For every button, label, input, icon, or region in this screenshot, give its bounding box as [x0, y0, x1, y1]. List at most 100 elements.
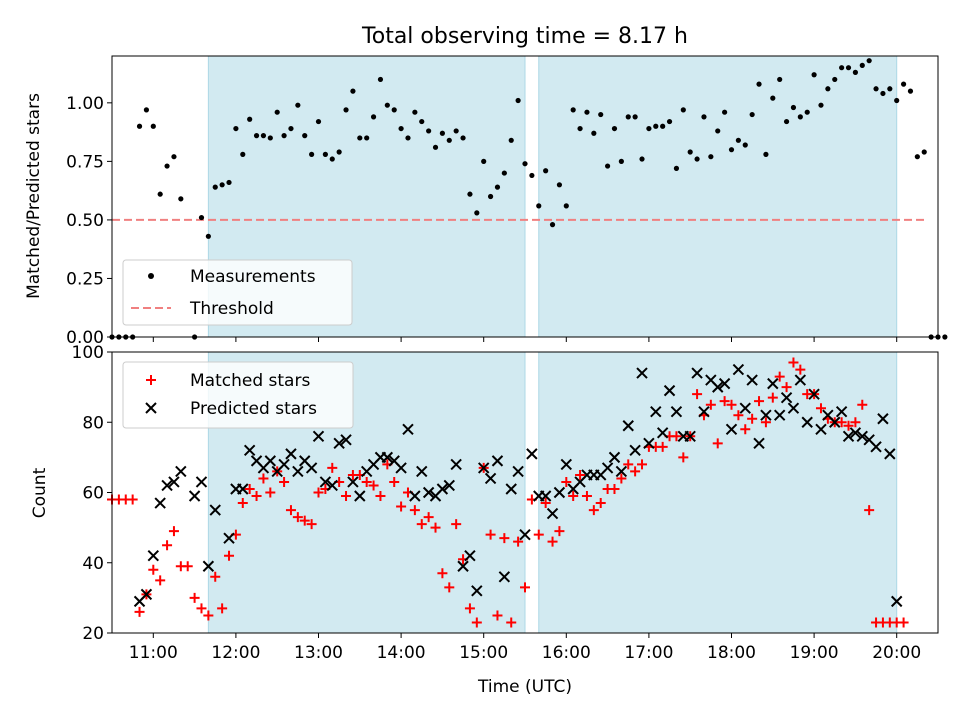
measurement-point — [157, 191, 163, 197]
predicted-star-point — [760, 409, 772, 421]
measurement-point — [288, 125, 294, 132]
predicted-star-point — [849, 427, 862, 439]
matched-star-point — [155, 575, 166, 586]
measurement-point — [556, 182, 563, 188]
predicted-star-point — [195, 476, 208, 488]
predicted-star-point — [656, 427, 669, 439]
measurement-point — [150, 123, 156, 129]
matched-star-point — [127, 494, 138, 505]
measurement-point — [715, 128, 721, 134]
measurement-point — [136, 123, 143, 129]
matched-star-point — [189, 592, 200, 603]
predicted-star-point — [416, 465, 428, 478]
measurement-point — [198, 214, 205, 221]
matched-star-point — [196, 603, 207, 614]
matched-star-point — [485, 529, 496, 540]
predicted-star-point — [835, 406, 848, 418]
bottom-xtick-label: 17:00 — [624, 643, 673, 663]
bottom-ytick-label: 60 — [82, 484, 104, 504]
predicted-star-point — [305, 462, 318, 474]
measurement-point — [267, 135, 273, 141]
matched-star-point — [306, 519, 317, 530]
matched-star-point — [203, 610, 214, 621]
top-axes-frame — [111, 55, 939, 338]
measurement-point — [859, 62, 865, 68]
measurement-point — [701, 114, 707, 120]
predicted-star-point — [285, 448, 297, 460]
predicted-star-point — [787, 402, 800, 414]
measurement-point — [894, 97, 900, 104]
predicted-star-point — [333, 437, 345, 450]
predicted-star-point — [615, 465, 628, 478]
legend-matched-label: Matched stars — [190, 371, 310, 391]
matched-star-point — [657, 441, 668, 452]
legend-predicted-marker — [145, 402, 157, 414]
matched-star-point — [540, 498, 551, 509]
predicted-star-point — [292, 465, 304, 478]
matched-star-point — [464, 603, 475, 614]
predicted-star-point — [264, 455, 277, 467]
predicted-star-point — [829, 416, 841, 428]
measurement-point — [570, 107, 576, 113]
predicted-star-point — [484, 472, 497, 485]
bottom-shaded-span-1 — [538, 351, 898, 634]
predicted-star-point — [464, 550, 476, 562]
measurement-point — [329, 156, 335, 162]
matched-star-point — [774, 371, 785, 382]
measurement-point — [240, 151, 246, 157]
measurement-point — [501, 170, 507, 176]
matched-star-point — [251, 491, 262, 502]
predicted-star-point — [780, 391, 793, 404]
measurement-point — [832, 76, 838, 83]
matched-star-point — [451, 519, 462, 530]
predicted-star-point — [732, 363, 745, 376]
measurement-point — [735, 137, 741, 143]
measurement-point — [742, 142, 748, 148]
bottom-x-ticks: 11:00 12:00 13:00 14:00 15:00 16:00 17:00 18:00… — [129, 633, 921, 663]
measurement-point — [467, 191, 473, 197]
measurement-point — [233, 125, 239, 132]
top-ytick-label: 0.75 — [66, 152, 104, 172]
matched-star-point — [581, 491, 592, 502]
matched-star-point — [726, 399, 737, 410]
matched-star-point — [162, 540, 173, 551]
measurement-point — [694, 156, 700, 162]
measurement-point — [921, 149, 927, 155]
matched-star-point — [210, 571, 221, 582]
measurement-point — [364, 135, 370, 141]
measurement-point — [439, 130, 445, 136]
predicted-star-point — [354, 490, 366, 502]
predicted-star-point — [746, 374, 758, 386]
predicted-star-point — [643, 437, 655, 450]
measurement-point — [900, 81, 907, 87]
matched-star-point — [168, 526, 179, 537]
matched-star-point — [795, 364, 806, 375]
measurement-point — [563, 203, 569, 209]
predicted-star-point — [450, 458, 462, 471]
predicted-star-point — [608, 451, 621, 464]
matched-star-point — [547, 536, 558, 547]
matched-star-point — [134, 606, 145, 617]
measurement-point — [866, 58, 872, 64]
matched-star-point — [299, 515, 310, 526]
predicted-star-point — [168, 476, 180, 488]
predicted-star-point — [512, 465, 524, 478]
bottom-data-marks — [107, 357, 909, 628]
matched-star-point — [637, 459, 648, 470]
bottom-legend: Matched stars Predicted stars — [122, 361, 354, 429]
legend-threshold-label: Threshold — [189, 299, 274, 319]
bottom-ytick-label: 20 — [82, 624, 104, 644]
predicted-star-point — [161, 479, 173, 492]
matched-star-point — [595, 498, 606, 509]
predicted-star-point — [856, 430, 868, 443]
measurement-point — [357, 135, 363, 141]
legend-measurements-label: Measurements — [190, 267, 316, 287]
bottom-xtick-label: 14:00 — [377, 643, 426, 663]
predicted-star-point — [202, 560, 215, 572]
measurement-point — [591, 130, 597, 136]
measurement-point — [446, 137, 452, 143]
predicted-star-point — [794, 374, 807, 386]
predicted-star-point — [650, 406, 662, 418]
predicted-star-point — [808, 388, 820, 400]
matched-star-point — [568, 491, 579, 502]
